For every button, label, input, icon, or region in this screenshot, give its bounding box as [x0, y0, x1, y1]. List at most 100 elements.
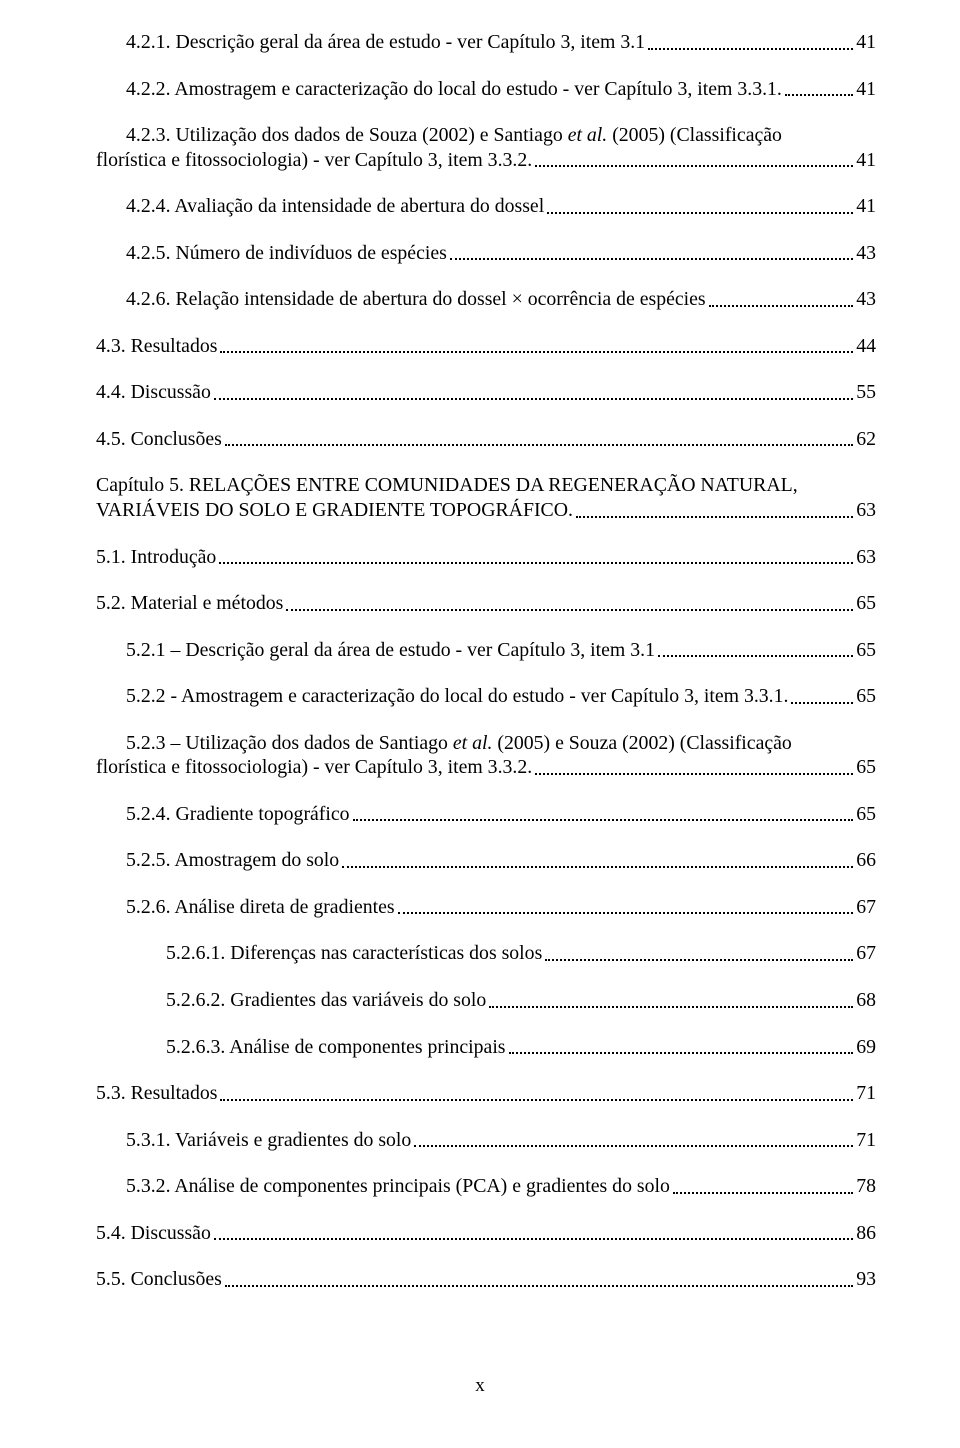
- toc-leader: [353, 818, 854, 821]
- toc-leader: [658, 654, 853, 657]
- toc-text: 5.2.6. Análise direta de gradientes: [126, 895, 395, 920]
- toc-entry: 5.3. Resultados 71: [96, 1081, 876, 1106]
- toc-page: 78: [856, 1174, 876, 1199]
- toc-page: 65: [856, 755, 876, 780]
- toc-leader: [398, 911, 854, 914]
- toc-page: 43: [856, 287, 876, 312]
- toc-text: 5.2.4. Gradiente topográfico: [126, 802, 350, 827]
- toc-page: 41: [856, 77, 876, 102]
- toc-leader: [286, 608, 853, 611]
- toc-text: 4.2.1. Descrição geral da área de estudo…: [126, 30, 645, 55]
- toc-page: 44: [856, 334, 876, 359]
- toc-page: 63: [856, 545, 876, 570]
- toc-text: 4.2.2. Amostragem e caracterização do lo…: [126, 77, 782, 102]
- toc-page: 71: [856, 1081, 876, 1106]
- toc-leader: [414, 1144, 853, 1147]
- toc-page: 43: [856, 241, 876, 266]
- toc-leader: [791, 701, 853, 704]
- toc-entry: 5.1. Introdução 63: [96, 545, 876, 570]
- toc-entry-line1: Capítulo 5. RELAÇÕES ENTRE COMUNIDADES D…: [96, 473, 876, 498]
- toc-leader: [450, 257, 853, 260]
- toc-page: 66: [856, 848, 876, 873]
- toc-text: 4.2.5. Número de indivíduos de espécies: [126, 241, 447, 266]
- toc-text: 5.3. Resultados: [96, 1081, 217, 1106]
- toc-text: 5.3.1. Variáveis e gradientes do solo: [126, 1128, 411, 1153]
- toc-entry: 5.2. Material e métodos 65: [96, 591, 876, 616]
- toc-text: florística e fitossociologia) - ver Capí…: [96, 148, 532, 173]
- toc-page: 86: [856, 1221, 876, 1246]
- toc-entry-line1: 5.2.3 – Utilização dos dados de Santiago…: [96, 731, 876, 756]
- toc-text: 5.1. Introdução: [96, 545, 216, 570]
- toc-leader: [219, 561, 853, 564]
- toc-leader: [547, 211, 853, 214]
- toc-page: 68: [856, 988, 876, 1013]
- toc-text: 4.4. Discussão: [96, 380, 211, 405]
- toc-leader: [576, 515, 853, 518]
- toc-leader: [648, 47, 853, 50]
- toc-entry: 5.2.1 – Descrição geral da área de estud…: [96, 638, 876, 663]
- toc-entry: 4.3. Resultados 44: [96, 334, 876, 359]
- toc-page: 63: [856, 498, 876, 523]
- toc-entry: 5.5. Conclusões 93: [96, 1267, 876, 1292]
- toc-text: 4.3. Resultados: [96, 334, 217, 359]
- toc-page: 62: [856, 427, 876, 452]
- toc-entry: 5.2.4. Gradiente topográfico 65: [96, 802, 876, 827]
- toc-text: 5.3.2. Análise de componentes principais…: [126, 1174, 670, 1199]
- toc-text: 5.2.5. Amostragem do solo: [126, 848, 339, 873]
- toc-leader: [214, 1237, 853, 1240]
- toc-leader: [225, 443, 853, 446]
- toc-entry: 4.2.1. Descrição geral da área de estudo…: [96, 30, 876, 55]
- toc-entry: VARIÁVEIS DO SOLO E GRADIENTE TOPOGRÁFIC…: [96, 498, 876, 523]
- toc-leader: [509, 1051, 854, 1054]
- toc-page: 67: [856, 895, 876, 920]
- page-footer: x: [0, 1374, 960, 1398]
- toc-page: 67: [856, 941, 876, 966]
- toc-text: 5.2.2 - Amostragem e caracterização do l…: [126, 684, 788, 709]
- toc-page: 41: [856, 194, 876, 219]
- toc-entry: 4.2.2. Amostragem e caracterização do lo…: [96, 77, 876, 102]
- toc-entry: 5.3.2. Análise de componentes principais…: [96, 1174, 876, 1199]
- toc-leader: [220, 1098, 853, 1101]
- toc-leader: [220, 350, 853, 353]
- toc-text: 5.2.6.2. Gradientes das variáveis do sol…: [166, 988, 486, 1013]
- toc-page: 71: [856, 1128, 876, 1153]
- toc-text: 4.5. Conclusões: [96, 427, 222, 452]
- toc-text: 5.2.6.1. Diferenças nas características …: [166, 941, 542, 966]
- toc-entry: 5.2.5. Amostragem do solo 66: [96, 848, 876, 873]
- toc-page: 93: [856, 1267, 876, 1292]
- toc-page: 55: [856, 380, 876, 405]
- toc-text: 5.2. Material e métodos: [96, 591, 283, 616]
- toc-leader: [342, 865, 853, 868]
- toc-text: 5.5. Conclusões: [96, 1267, 222, 1292]
- toc-page: 65: [856, 802, 876, 827]
- toc-entry: 5.4. Discussão 86: [96, 1221, 876, 1246]
- toc-leader: [214, 397, 853, 400]
- toc-text: 5.2.6.3. Análise de componentes principa…: [166, 1035, 506, 1060]
- toc-entry: florística e fitossociologia) - ver Capí…: [96, 148, 876, 173]
- toc-entry: 5.2.6.3. Análise de componentes principa…: [96, 1035, 876, 1060]
- toc-leader: [535, 164, 853, 167]
- toc-leader: [673, 1191, 853, 1194]
- toc-text: 5.4. Discussão: [96, 1221, 211, 1246]
- toc-entry: 5.2.6.2. Gradientes das variáveis do sol…: [96, 988, 876, 1013]
- toc-text: 4.2.4. Avaliação da intensidade de abert…: [126, 194, 544, 219]
- toc-text: 4.2.6. Relação intensidade de abertura d…: [126, 287, 706, 312]
- toc-entry: 5.3.1. Variáveis e gradientes do solo 71: [96, 1128, 876, 1153]
- toc-leader: [489, 1005, 853, 1008]
- toc-entry: 5.2.6.1. Diferenças nas características …: [96, 941, 876, 966]
- toc-page: 65: [856, 684, 876, 709]
- toc-leader: [545, 958, 853, 961]
- toc-page: 69: [856, 1035, 876, 1060]
- toc-page: 65: [856, 638, 876, 663]
- toc-leader: [225, 1284, 853, 1287]
- toc-text: florística e fitossociologia) - ver Capí…: [96, 755, 532, 780]
- toc-leader: [785, 93, 853, 96]
- toc-entry: 4.2.6. Relação intensidade de abertura d…: [96, 287, 876, 312]
- toc-entry: 4.2.4. Avaliação da intensidade de abert…: [96, 194, 876, 219]
- toc-entry: florística e fitossociologia) - ver Capí…: [96, 755, 876, 780]
- toc-page: 65: [856, 591, 876, 616]
- toc-entry: 5.2.2 - Amostragem e caracterização do l…: [96, 684, 876, 709]
- toc-page: 41: [856, 148, 876, 173]
- toc-page: 41: [856, 30, 876, 55]
- toc-text: 5.2.1 – Descrição geral da área de estud…: [126, 638, 655, 663]
